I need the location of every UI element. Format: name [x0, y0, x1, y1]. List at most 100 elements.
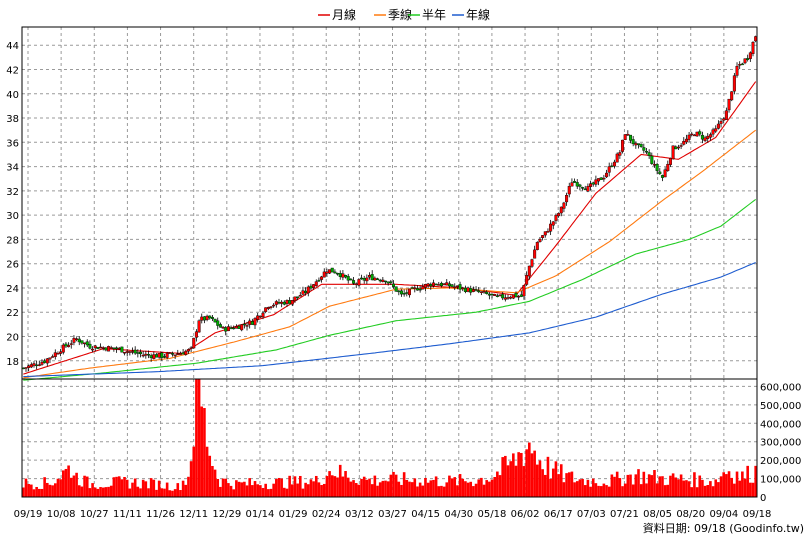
volume-bar: [189, 461, 193, 497]
candle-body: [210, 317, 214, 319]
candle-body: [176, 353, 180, 355]
candle-body: [455, 285, 459, 287]
candle-body: [594, 179, 598, 185]
candle-body: [562, 202, 566, 209]
volume-bar: [27, 484, 30, 497]
candle-body: [384, 280, 388, 283]
candle-body: [498, 294, 502, 297]
volume-bar: [701, 479, 704, 497]
candle-body: [658, 171, 662, 175]
candle-body: [264, 307, 268, 312]
candle-body: [535, 242, 539, 250]
candle-body: [266, 307, 270, 309]
candle-body: [716, 123, 720, 129]
candle-body: [479, 291, 483, 293]
candle-body: [541, 235, 545, 239]
volume-bar: [275, 478, 278, 497]
candle-body: [538, 238, 542, 243]
volume-bar: [261, 487, 265, 497]
candle-body: [368, 275, 372, 278]
candle-body: [200, 316, 204, 321]
volume-bar: [123, 476, 126, 497]
date-axis-ticks: 09/19 10/08 10/27 11/11 11/26 12/11 12/29 01/14…: [14, 509, 772, 520]
volume-bar: [147, 488, 150, 497]
volume-bar: [251, 485, 254, 497]
volume-bar: [349, 481, 353, 497]
candle-body: [301, 290, 305, 295]
candle-body: [173, 354, 177, 357]
volume-bar: [520, 452, 523, 497]
volume-bar: [314, 475, 318, 497]
volume-bar: [213, 469, 217, 497]
volume-bar: [634, 474, 638, 497]
price-tick-label: 28: [6, 235, 19, 246]
volume-bar: [312, 481, 315, 497]
candle-body: [205, 315, 209, 321]
volume-bar: [727, 471, 731, 497]
candle-body: [586, 186, 590, 192]
candle-body: [389, 281, 393, 284]
candle-body: [442, 283, 446, 286]
volume-bar: [453, 477, 457, 497]
date-tick-label: 07/21: [610, 509, 639, 520]
candle-body: [490, 293, 494, 296]
candle-body: [112, 347, 116, 349]
candle-body: [578, 184, 582, 187]
candle-body: [738, 64, 742, 66]
candle-body: [280, 301, 284, 304]
candle-body: [474, 289, 478, 291]
candle-body: [434, 283, 438, 286]
volume-bar: [80, 486, 84, 497]
volume-bar: [69, 477, 73, 497]
volume-bar: [365, 479, 369, 497]
candle-body: [109, 347, 113, 349]
candle-body: [24, 367, 28, 369]
volume-bar: [24, 478, 28, 497]
volume-bar: [530, 453, 534, 497]
volume-bar: [639, 484, 643, 497]
volume-bar: [610, 474, 614, 497]
candle-body: [557, 213, 561, 217]
candle-body: [676, 146, 680, 149]
volume-bar: [91, 483, 94, 497]
volume-bar: [528, 442, 531, 497]
volume-bar: [53, 483, 57, 497]
candle-body: [519, 294, 523, 297]
candle-body: [527, 265, 531, 277]
volume-bar: [171, 490, 174, 497]
candle-body: [732, 75, 736, 92]
volume-tick-label: 500,000: [760, 401, 801, 412]
candle-body: [213, 318, 217, 323]
date-tick-label: 09/19: [14, 509, 43, 520]
volume-bar: [152, 479, 156, 497]
candle-body: [202, 316, 206, 321]
candle-body: [522, 284, 526, 297]
volume-tick-label: 200,000: [760, 456, 801, 467]
volume-bar: [685, 480, 688, 497]
volume-bar: [621, 486, 624, 497]
candle-body: [639, 143, 643, 147]
candle-body: [711, 129, 715, 135]
volume-bar: [725, 474, 728, 497]
volume-bar: [256, 484, 259, 497]
candle-body: [506, 297, 510, 299]
candle-body: [373, 277, 377, 281]
candle-body: [546, 231, 550, 233]
candle-body: [631, 139, 635, 145]
candle-body: [727, 98, 731, 111]
candle-body: [354, 283, 358, 285]
volume-bar: [493, 476, 496, 497]
date-tick-label: 06/02: [511, 509, 540, 520]
candle-body: [72, 338, 76, 343]
volume-bar: [280, 478, 283, 497]
candle-body: [53, 352, 57, 357]
price-tick-label: 40: [6, 90, 19, 101]
volume-bar: [229, 485, 233, 497]
volume-bar: [346, 477, 350, 497]
volume-bar: [698, 475, 702, 497]
volume-bar: [629, 474, 632, 497]
candle-body: [197, 320, 201, 333]
volume-bar: [480, 477, 483, 497]
volume-bar: [400, 484, 403, 497]
